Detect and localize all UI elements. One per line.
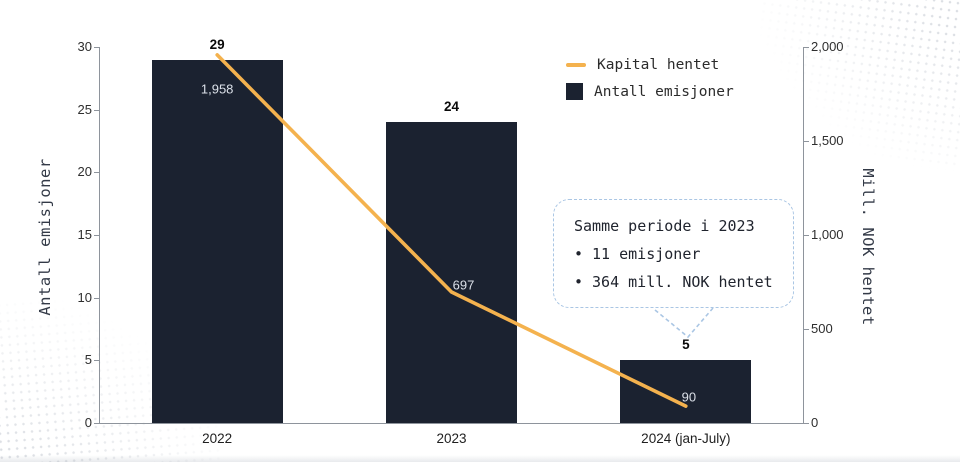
left-tick-mark (94, 172, 99, 174)
left-tick-label: 20 (77, 164, 92, 180)
line-swatch-icon (566, 62, 586, 67)
bar-2022 (151, 59, 283, 423)
bar-value-label: 29 (209, 36, 225, 52)
bar-value-label: 24 (443, 99, 460, 115)
legend-label-antall-emisjoner: Antall emisjoner (594, 83, 734, 100)
left-tick-mark (94, 297, 99, 299)
left-tick-label: 5 (84, 352, 92, 368)
x-tick-label: 2024 (jan-July) (641, 431, 731, 446)
right-tick-mark (804, 47, 809, 48)
left-tick-label: 15 (77, 227, 92, 242)
right-tick-label: 0 (811, 415, 819, 430)
right-tick-label: 1,500 (811, 133, 844, 148)
line-value-label: 90 (681, 389, 697, 405)
annotation-title: Samme periode i 2023 (574, 217, 755, 235)
right-tick-mark (804, 141, 809, 142)
left-tick-mark (94, 109, 99, 111)
right-tick-mark (804, 235, 809, 236)
bar-2024 (jan-July) (620, 360, 752, 423)
left-tick-label: 10 (77, 289, 92, 305)
right-tick-label: 1,000 (811, 227, 844, 242)
right-axis-line (803, 47, 804, 423)
bar-2023 (386, 122, 517, 423)
left-tick-label: 25 (77, 101, 92, 117)
x-tick-label: 2023 (436, 431, 467, 446)
left-tick-mark (94, 235, 99, 236)
left-tick-mark (94, 423, 99, 424)
line-value-label: 1,958 (200, 81, 234, 97)
right-tick-label: 500 (811, 321, 833, 336)
legend-item-antall-emisjoner: Antall emisjoner (566, 82, 734, 101)
left-axis-title: Antall emisjoner (36, 158, 54, 316)
annotation-bullet: 11 emisjoner (574, 240, 777, 268)
plot-area: 29 24 5 1,958 697 90 (100, 37, 803, 423)
annotation-bullet: 364 mill. NOK hentet (574, 268, 777, 296)
legend-item-kapital-hentet: Kapital hentet (566, 55, 734, 74)
annotation-bubble: Samme periode i 2023 11 emisjoner 364 mi… (553, 199, 794, 308)
right-tick-label: 2,000 (811, 39, 844, 54)
left-axis-line (99, 47, 100, 423)
bottom-edge-decoration (0, 455, 960, 462)
left-tick-mark (94, 47, 99, 48)
legend-label-kapital-hentet: Kapital hentet (597, 56, 720, 73)
capital-raised-line (215, 53, 688, 408)
x-tick-label: 2022 (202, 431, 233, 446)
annotation-bubble-tail-icon (654, 307, 714, 339)
x-axis-line (99, 423, 804, 424)
right-axis-title: Mill. NOK hentet (859, 168, 877, 326)
bar-value-label: 5 (682, 337, 690, 353)
legend: Kapital hentet Antall emisjoner (566, 55, 734, 101)
right-tick-mark (804, 329, 809, 330)
left-tick-label: 30 (77, 39, 92, 54)
line-value-label: 697 (452, 277, 475, 293)
left-tick-mark (94, 360, 99, 362)
left-tick-label: 0 (84, 415, 92, 430)
bar-swatch-icon (566, 83, 583, 100)
right-tick-mark (804, 423, 809, 424)
